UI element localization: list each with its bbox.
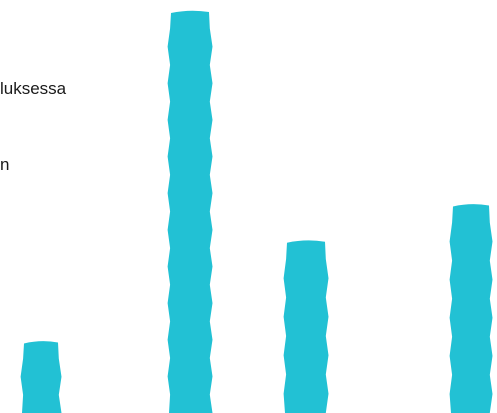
bar-shape	[449, 204, 493, 413]
bar-shape	[167, 10, 213, 413]
bar	[20, 341, 62, 413]
bar	[283, 240, 329, 413]
bar-shape	[20, 341, 62, 413]
bar	[449, 204, 493, 413]
bar	[167, 10, 213, 413]
cropped-text-fragment: n	[0, 155, 10, 174]
cropped-text-fragment: luksessa	[0, 79, 67, 98]
bar-shape	[283, 240, 329, 413]
